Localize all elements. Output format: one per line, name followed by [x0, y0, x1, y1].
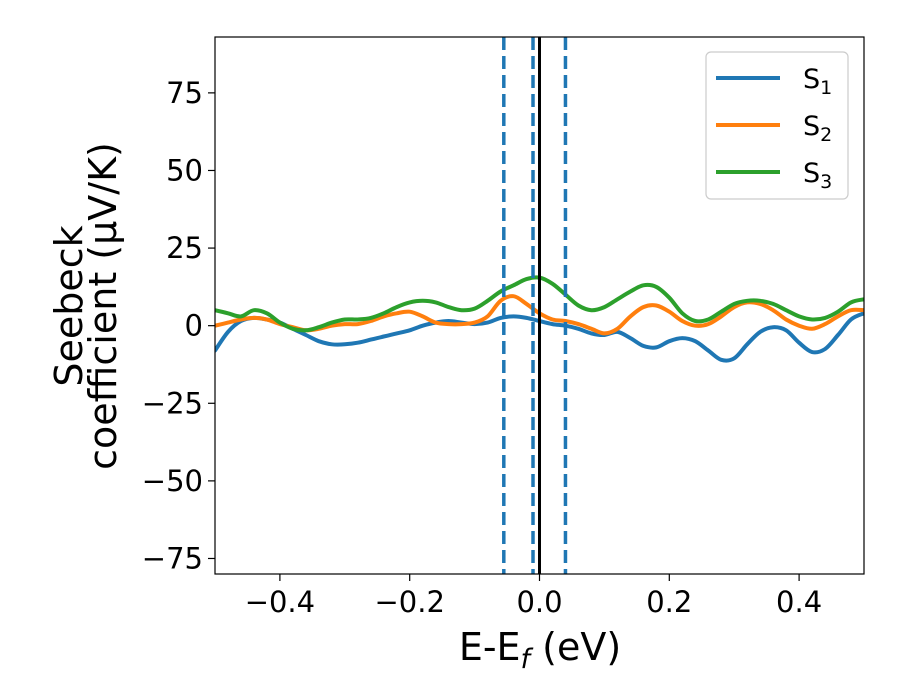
- plot-area: [215, 37, 864, 574]
- y-tick-label: −75: [142, 541, 203, 575]
- x-axis-title-main: E-E: [459, 625, 521, 669]
- y-axis-ticks: −75 −50 −25 0 25 50 75: [142, 76, 215, 575]
- y-axis-title-line1: Seebeck: [47, 225, 91, 386]
- y-tick-label: −50: [142, 464, 203, 498]
- y-tick-label: 0: [185, 309, 203, 343]
- y-tick-label: 50: [166, 153, 203, 187]
- x-tick-label: 0.2: [646, 585, 692, 619]
- legend: S1 S2 S3: [705, 51, 849, 200]
- x-tick-label: −0.2: [374, 585, 444, 619]
- reference-lines: [502, 37, 568, 574]
- y-tick-label: 25: [166, 231, 203, 265]
- legend-entries: S1 S2 S3: [716, 64, 832, 193]
- x-axis-title-unit: (eV): [530, 625, 621, 669]
- y-tick-label: −25: [142, 386, 203, 420]
- x-tick-label: 0.4: [776, 585, 822, 619]
- legend-label-s3: S3: [803, 158, 832, 193]
- x-tick-label: −0.4: [245, 585, 315, 619]
- y-axis-title-line2: coefficient (μV/K): [81, 142, 125, 470]
- x-axis-ticks: −0.4 −0.2 0.0 0.2 0.4: [245, 574, 822, 619]
- legend-label-s2: S2: [803, 111, 832, 146]
- y-tick-label: 75: [166, 76, 203, 110]
- x-axis-title: E-Ef (eV): [459, 625, 621, 675]
- x-tick-label: 0.0: [516, 585, 562, 619]
- legend-label-s1: S1: [803, 64, 832, 99]
